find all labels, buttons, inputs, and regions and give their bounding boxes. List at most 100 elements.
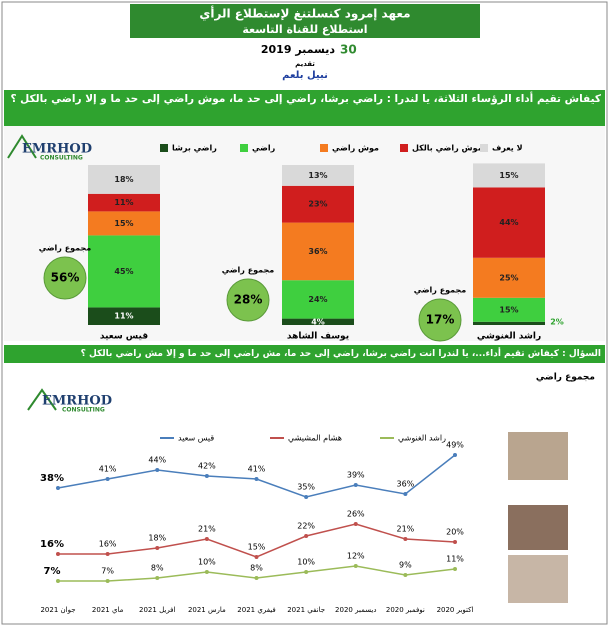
x-tick-label: ماي 2021 — [92, 606, 124, 614]
total-circle — [43, 256, 87, 300]
data-label: 9% — [399, 561, 412, 570]
point — [453, 453, 457, 457]
legend-label: قيس سعيد — [178, 434, 214, 443]
bar-segment — [473, 187, 545, 258]
x-tick-label: مارس 2021 — [188, 606, 226, 614]
x-tick-label: ديسمبر 2020 — [335, 606, 376, 614]
logo-2: EMRHOD CONSULTING — [27, 388, 112, 414]
bar-segment — [282, 280, 354, 319]
question-box: كيفاش تقيم أداء الرؤساء الثلاثة، يا لندر… — [10, 93, 601, 105]
point — [254, 576, 259, 580]
total-circle — [418, 298, 462, 342]
data-label: 15% — [499, 171, 518, 180]
point — [353, 483, 358, 487]
legend-swatch — [160, 144, 168, 152]
data-label: 18% — [114, 175, 133, 184]
category-label: قيس سعيد — [100, 332, 148, 342]
data-label: 44% — [499, 218, 518, 227]
point — [304, 495, 309, 499]
logo-mark — [27, 388, 57, 411]
x-tick-label: افريل 2021 — [139, 606, 176, 614]
data-label: 41% — [248, 465, 266, 474]
data-label: 18% — [148, 534, 166, 543]
bar-segment — [473, 163, 545, 188]
legend-label: موش راضي — [332, 144, 379, 154]
presented-by: تقديم — [295, 60, 315, 68]
data-label: 7% — [44, 566, 61, 577]
point — [56, 552, 60, 556]
data-label: 11% — [446, 555, 464, 564]
point — [353, 522, 358, 526]
point — [403, 492, 408, 496]
legend-label: موش راضي بالكل — [412, 144, 483, 154]
data-label: 21% — [198, 525, 216, 534]
logo-mark — [7, 134, 37, 159]
point — [403, 573, 408, 577]
total-title: مجموع راضي — [222, 266, 275, 275]
category-label: راشد الغنوشي — [477, 332, 541, 342]
point — [204, 537, 209, 541]
data-label: 16% — [99, 540, 117, 549]
question-2: السؤال : كيفاش تقيم أداء...، يا لندرا ان… — [80, 349, 601, 359]
point — [204, 570, 209, 574]
point — [105, 552, 110, 556]
data-label: 16% — [40, 539, 64, 550]
point — [353, 564, 358, 568]
data-label: 26% — [347, 510, 365, 519]
point — [155, 546, 160, 550]
photo — [508, 555, 568, 603]
header-subtitle: استطلاع للقناة التاسعة — [242, 23, 367, 36]
bar-segment — [473, 321, 545, 325]
x-tick-label: جوان 2021 — [40, 606, 75, 614]
total-title: مجموع راضي — [39, 244, 92, 253]
data-label: 15% — [114, 219, 133, 228]
point — [155, 576, 160, 580]
data-label: 20% — [446, 528, 464, 537]
point — [105, 477, 110, 481]
point — [254, 555, 259, 559]
data-label: 41% — [99, 465, 117, 474]
bar-segment — [282, 185, 354, 223]
legend-label: لا يعرف — [492, 144, 523, 153]
data-label: 42% — [198, 462, 216, 471]
data-label: 39% — [347, 471, 365, 480]
logo-sub: CONSULTING — [40, 155, 83, 162]
point — [56, 486, 60, 490]
legend-swatch — [320, 144, 328, 152]
point — [204, 474, 209, 478]
line-subtitle: مجموع راضي — [536, 373, 595, 383]
data-label: 8% — [151, 564, 164, 573]
point — [56, 579, 60, 583]
x-tick-label: فيفري 2021 — [237, 606, 275, 614]
data-label: 45% — [114, 267, 133, 276]
legend-swatch — [240, 144, 248, 152]
data-label: 15% — [499, 305, 518, 314]
question-band — [4, 90, 605, 126]
legend-swatch — [480, 144, 488, 152]
bar-segment — [88, 307, 160, 325]
logo-text: EMRHOD — [22, 142, 92, 157]
x-tick-label: جانفي 2021 — [287, 606, 325, 614]
bar-segment — [88, 235, 160, 308]
point — [155, 468, 160, 472]
bar-segment — [282, 318, 354, 325]
question-band-2 — [4, 345, 605, 363]
total-circle — [226, 278, 270, 322]
logo-sub: CONSULTING — [62, 407, 105, 414]
photo — [508, 432, 568, 480]
bar-segment — [88, 165, 160, 194]
total-label: 56% — [51, 271, 80, 285]
legend-label: راشد الغنوشي — [398, 434, 446, 443]
point — [304, 534, 309, 538]
point — [304, 570, 309, 574]
category-label: يوسف الشاهد — [287, 332, 349, 342]
point — [453, 540, 457, 544]
data-label: 36% — [396, 480, 414, 489]
point — [105, 579, 110, 583]
x-tick-label: نوفمبر 2020 — [386, 606, 425, 614]
data-label: 10% — [297, 558, 315, 567]
data-label: 7% — [101, 567, 114, 576]
data-label: 38% — [40, 473, 64, 484]
data-label: 11% — [114, 198, 133, 207]
data-label: 44% — [148, 456, 166, 465]
